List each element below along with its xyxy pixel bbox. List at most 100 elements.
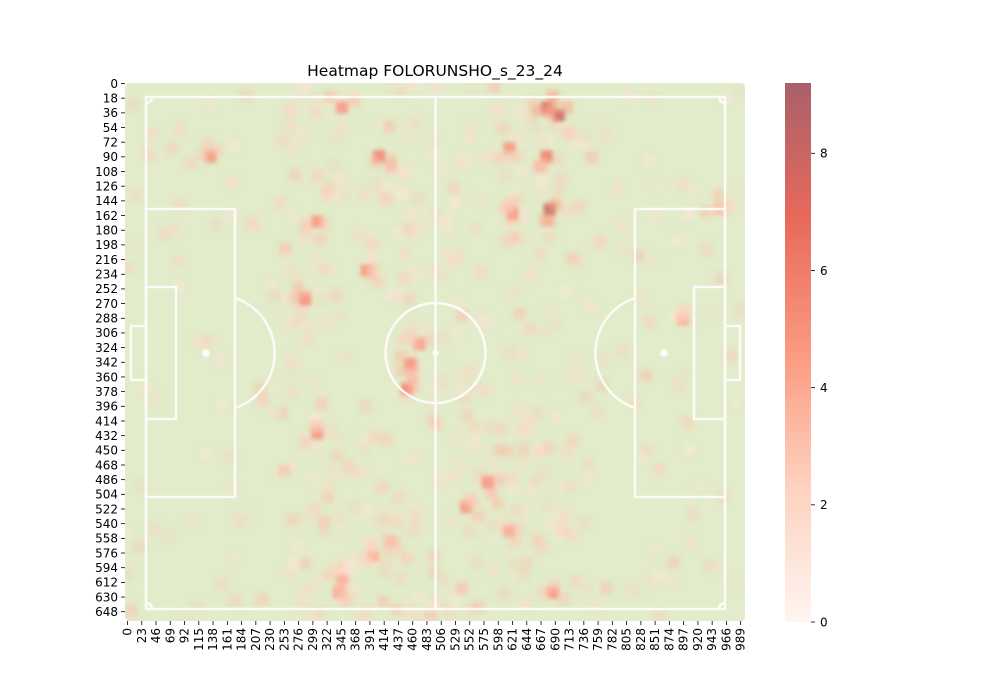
heat-cell — [564, 374, 577, 387]
heat-cell — [467, 83, 480, 93]
heat-cell — [688, 184, 701, 197]
heat-cell — [240, 89, 253, 102]
heat-cell — [420, 323, 433, 336]
x-tick-label: 667 — [534, 628, 548, 651]
heat-cell — [573, 200, 586, 213]
heat-cell — [278, 464, 291, 477]
y-tick-label: 360 — [95, 370, 118, 384]
heat-cell — [543, 231, 556, 244]
heat-cell — [280, 292, 293, 305]
heat-cell — [703, 559, 716, 572]
x-tick-label: 345 — [334, 628, 348, 651]
heat-cell — [135, 480, 148, 492]
x-tick-label: 299 — [306, 628, 320, 651]
heat-cell — [288, 103, 301, 115]
colorbar-tick-label: 4 — [820, 381, 828, 395]
y-tick-label: 324 — [95, 341, 118, 355]
heat-cell — [264, 278, 277, 291]
heat-cell — [205, 98, 218, 111]
heat-cell — [318, 263, 330, 276]
heat-cell — [396, 364, 408, 377]
y-tick-label: 18 — [103, 91, 118, 105]
heat-cell — [196, 148, 209, 161]
y-tick-label: 216 — [95, 253, 118, 267]
heat-cell — [270, 379, 283, 391]
y-tick-label: 108 — [95, 165, 118, 179]
heat-cell — [410, 83, 423, 91]
heat-cell — [616, 219, 629, 232]
heat-cell — [337, 120, 350, 133]
heat-cell — [543, 305, 556, 318]
heat-cell — [371, 117, 384, 130]
heat-cell — [600, 129, 613, 142]
heat-cell — [682, 208, 695, 221]
heat-cell — [296, 600, 309, 613]
y-tick-label: 144 — [95, 194, 118, 208]
heat-cell — [309, 251, 322, 264]
heat-cell — [438, 331, 451, 344]
heat-cell — [500, 524, 512, 537]
heat-cell — [398, 272, 411, 285]
x-tick-label: 897 — [677, 628, 691, 651]
x-tick-label: 506 — [434, 628, 448, 651]
heat-cell — [322, 491, 334, 504]
heat-cell — [316, 293, 329, 306]
heat-cell — [470, 509, 483, 522]
heat-cell — [727, 579, 740, 592]
heat-cell — [380, 555, 393, 568]
left-penalty-spot — [202, 349, 210, 357]
y-tick-label: 486 — [95, 473, 118, 487]
corner-arc-bottom-left — [145, 601, 154, 610]
x-tick-label: 644 — [520, 628, 534, 651]
heat-cell — [535, 376, 548, 389]
y-tick-label: 522 — [95, 502, 118, 516]
y-tick-label: 396 — [95, 400, 118, 414]
heat-cell — [216, 396, 229, 409]
heat-cell — [504, 346, 517, 359]
heat-cell — [622, 88, 635, 101]
heat-cell — [537, 587, 550, 600]
y-tick-label: 270 — [95, 297, 118, 311]
heat-cell — [493, 151, 506, 164]
heat-cell — [413, 591, 426, 604]
x-tick-label: 736 — [577, 628, 591, 651]
heat-cell — [287, 140, 300, 152]
heat-cell — [555, 518, 568, 531]
y-tick-label: 630 — [95, 590, 118, 604]
heat-cell — [226, 483, 239, 496]
heat-cell — [342, 460, 354, 473]
right-penalty-spot — [660, 349, 668, 357]
heat-cell — [567, 140, 580, 153]
heat-cell — [499, 235, 512, 248]
heat-cell — [390, 228, 403, 241]
heat-cell — [581, 141, 594, 154]
heat-cell — [442, 247, 455, 260]
heat-cell — [526, 484, 539, 497]
heat-cell — [730, 397, 743, 410]
heat-cell — [547, 98, 560, 111]
heat-cell — [672, 379, 685, 392]
heat-cell — [177, 610, 190, 621]
colorbar-tick-label: 0 — [820, 615, 828, 629]
heat-cell — [502, 444, 515, 457]
colorbar-tick-label: 2 — [820, 498, 828, 512]
heat-cell — [384, 161, 397, 174]
y-tick-label: 162 — [95, 209, 118, 223]
y-tick-label: 126 — [95, 180, 118, 194]
heat-cell — [596, 379, 609, 392]
heat-cell — [351, 559, 364, 572]
corner-arc-top-left — [145, 96, 154, 105]
heat-cell — [398, 248, 411, 261]
heat-cell — [578, 516, 591, 529]
heat-cell — [409, 267, 422, 280]
y-tick-label: 594 — [95, 561, 118, 575]
heat-cell — [561, 101, 573, 114]
heat-cell — [449, 196, 461, 209]
y-tick-label: 342 — [95, 356, 118, 370]
heat-cell — [463, 494, 476, 507]
heat-cell — [705, 309, 718, 322]
heat-cell — [600, 582, 613, 594]
heat-cell — [508, 535, 521, 548]
heat-cell — [653, 611, 665, 621]
heat-cell — [166, 143, 179, 155]
